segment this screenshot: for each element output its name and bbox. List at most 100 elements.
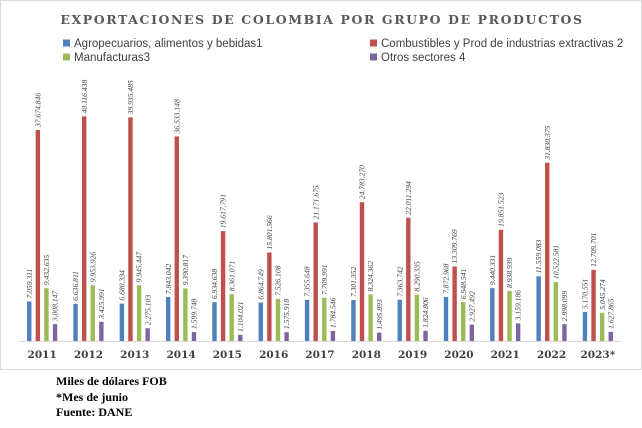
data-label-s3-2015: 8.361.071 (227, 261, 236, 291)
data-label-s4-2023: 1.627.865 (606, 298, 615, 329)
bar-s4-2012 (99, 321, 104, 341)
chart-title: EXPORTACIONES DE COLOMBIA POR GRUPO DE P… (60, 12, 583, 27)
data-label-s2-2021: 19.851.523 (497, 192, 506, 226)
data-label-s4-2021: 3.159.186 (514, 290, 523, 322)
x-tick-2017: 2017 (305, 349, 334, 361)
data-label-s3-2013: 9.945.447 (135, 251, 144, 283)
data-label-s3-2023: 5.045.274 (598, 279, 607, 310)
footnote: *Mes de junio (56, 389, 128, 404)
x-tick-2018: 2018 (352, 349, 381, 361)
legend-swatch-2 (370, 39, 377, 47)
bar-s1-2017 (304, 299, 310, 341)
bar-s3-2011 (44, 288, 49, 341)
bar-s1-2018 (351, 300, 356, 341)
data-label-s4-2015: 1.104.021 (236, 301, 245, 331)
bar-s4-2019 (423, 330, 428, 341)
data-label-s1-2019: 7.363.742 (395, 266, 404, 297)
bar-s1-2020 (443, 296, 449, 341)
data-label-s2-2017: 21.171.675 (311, 185, 320, 219)
bar-s1-2014 (165, 297, 171, 341)
x-tick-2014: 2014 (166, 349, 195, 361)
data-label-s2-2013: 39.935.485 (126, 80, 135, 115)
bar-s3-2019 (414, 294, 420, 341)
chart-notes: Miles de dólares FOB *Mes de junio Fuent… (56, 374, 167, 421)
x-tick-2023: 2023* (580, 349, 615, 361)
data-label-s4-2013: 2.275.103 (143, 295, 152, 326)
bar-s2-2020 (452, 266, 457, 341)
data-label-s4-2016: 1.575.918 (282, 299, 291, 330)
source-note: Fuente: DANE (56, 405, 133, 419)
data-label-s3-2012: 9.953.926 (88, 252, 97, 283)
legend: Agropecuarios, alimentos y bebidas1 Combu… (63, 38, 623, 64)
x-tick-2011: 2011 (28, 349, 57, 361)
bar-s3-2020 (461, 302, 466, 341)
bar-s4-2018 (377, 332, 382, 341)
bar-s4-2013 (145, 328, 150, 341)
data-label-s2-2014: 36.533.148 (172, 99, 181, 134)
bar-s1-2023 (582, 312, 588, 341)
legend-swatch-4 (370, 53, 377, 61)
data-label-s3-2018: 8.324.362 (366, 261, 375, 292)
data-label-s1-2023: 5.170.551 (581, 279, 590, 309)
data-label-s3-2021: 8.938.939 (505, 257, 514, 288)
bar-s3-2023 (599, 312, 605, 341)
data-label-s1-2014: 7.843.042 (164, 264, 173, 295)
data-label-s3-2017: 7.709.991 (320, 264, 329, 294)
x-tick-2022: 2022 (537, 349, 566, 361)
data-label-s1-2022: 11.559.083 (534, 239, 543, 273)
bar-s4-2015 (238, 334, 243, 341)
bar-s3-2021 (507, 290, 512, 341)
bar-s1-2022 (536, 276, 541, 341)
data-label-s3-2014: 9.390.817 (181, 254, 190, 286)
data-label-s2-2018: 24.783.270 (358, 165, 367, 199)
x-tick-2015: 2015 (213, 349, 242, 361)
data-label-s4-2017: 1.784.546 (329, 297, 338, 328)
bar-s3-2018 (368, 294, 373, 341)
bar-chart: EXPORTACIONES DE COLOMBIA POR GRUPO DE P… (19, 12, 623, 361)
bar-s2-2021 (498, 229, 504, 341)
bar-s3-2013 (136, 285, 142, 341)
bar-s4-2014 (191, 332, 197, 341)
bar-s2-2015 (220, 231, 226, 341)
bar-s1-2015 (212, 302, 217, 341)
x-tick-2013: 2013 (120, 349, 149, 361)
data-label-s1-2011: 7.059.311 (25, 269, 34, 299)
data-label-s3-2011: 9.432.635 (42, 255, 51, 286)
data-label-s2-2019: 22.011.294 (404, 181, 413, 215)
data-label-s4-2014: 1.599.748 (190, 298, 199, 329)
bar-s2-2014 (174, 136, 179, 341)
bar-s2-2016 (267, 252, 272, 341)
legend-swatch-1 (63, 39, 70, 47)
data-label-s1-2021: 9.440.331 (488, 255, 497, 285)
x-tick-2016: 2016 (259, 349, 288, 361)
units-note: Miles de dólares FOB (56, 374, 167, 388)
data-label-s2-2023: 12.709.701 (589, 233, 598, 267)
bars-group (27, 116, 613, 341)
data-label-s2-2015: 19.617.791 (219, 194, 228, 228)
data-label-s3-2019: 8.290.335 (413, 261, 422, 292)
data-label-s4-2020: 2.927.492 (467, 291, 476, 322)
legend-label-4: Otros sectores 4 (381, 52, 466, 64)
bar-s3-2015 (229, 294, 234, 341)
data-label-s1-2013: 6.680.334 (117, 270, 126, 301)
data-label-s1-2020: 7.872.968 (442, 263, 451, 294)
bar-s4-2023 (608, 331, 613, 341)
data-label-s1-2017: 7.355.648 (303, 266, 312, 297)
data-label-s3-2016: 7.526.108 (274, 265, 283, 296)
data-label-s4-2022: 2.998.099 (560, 291, 569, 322)
x-tick-2019: 2019 (398, 349, 427, 361)
data-label-s4-2019: 1.824.806 (421, 297, 430, 328)
data-label-s2-2016: 15.801.566 (265, 215, 274, 249)
data-label-s3-2020: 6.948.541 (459, 269, 468, 299)
bar-s1-2012 (73, 303, 78, 341)
bar-s1-2011 (27, 301, 32, 341)
legend-label-3: Manufacturas3 (74, 52, 150, 64)
legend-label-2: Combustibles y Prod de industrias extrac… (381, 38, 623, 50)
legend-swatch-3 (63, 53, 70, 61)
data-label-s2-2011: 37.674.846 (33, 93, 42, 128)
bar-s2-2012 (81, 116, 87, 341)
bar-s2-2022 (545, 162, 550, 341)
chart-frame: EXPORTACIONES DE COLOMBIA POR GRUPO DE P… (0, 0, 642, 370)
data-label-s1-2012: 6.636.811 (71, 271, 80, 301)
